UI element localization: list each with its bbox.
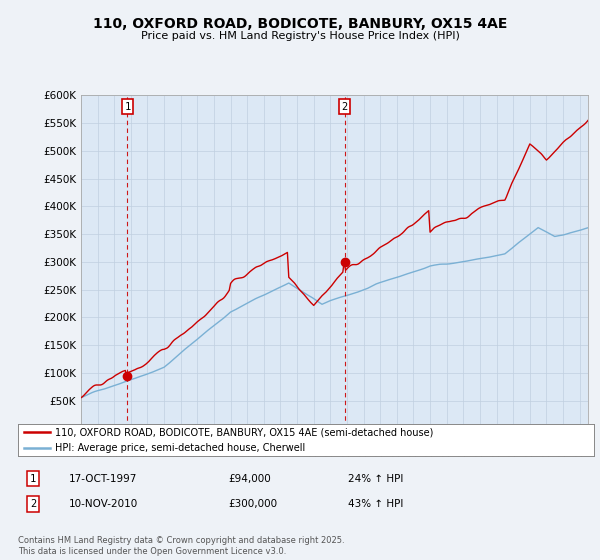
Text: 43% ↑ HPI: 43% ↑ HPI [348,499,403,509]
Text: HPI: Average price, semi-detached house, Cherwell: HPI: Average price, semi-detached house,… [55,444,305,453]
Text: 2: 2 [30,499,36,509]
Text: £94,000: £94,000 [228,474,271,484]
Text: £300,000: £300,000 [228,499,277,509]
Text: 10-NOV-2010: 10-NOV-2010 [69,499,138,509]
Text: 110, OXFORD ROAD, BODICOTE, BANBURY, OX15 4AE: 110, OXFORD ROAD, BODICOTE, BANBURY, OX1… [93,17,507,31]
Text: Contains HM Land Registry data © Crown copyright and database right 2025.
This d: Contains HM Land Registry data © Crown c… [18,536,344,556]
Text: 24% ↑ HPI: 24% ↑ HPI [348,474,403,484]
Text: 1: 1 [124,102,131,112]
Text: 2: 2 [341,102,348,112]
Text: 17-OCT-1997: 17-OCT-1997 [69,474,137,484]
Text: 110, OXFORD ROAD, BODICOTE, BANBURY, OX15 4AE (semi-detached house): 110, OXFORD ROAD, BODICOTE, BANBURY, OX1… [55,427,434,437]
Text: Price paid vs. HM Land Registry's House Price Index (HPI): Price paid vs. HM Land Registry's House … [140,31,460,41]
Text: 1: 1 [30,474,36,484]
